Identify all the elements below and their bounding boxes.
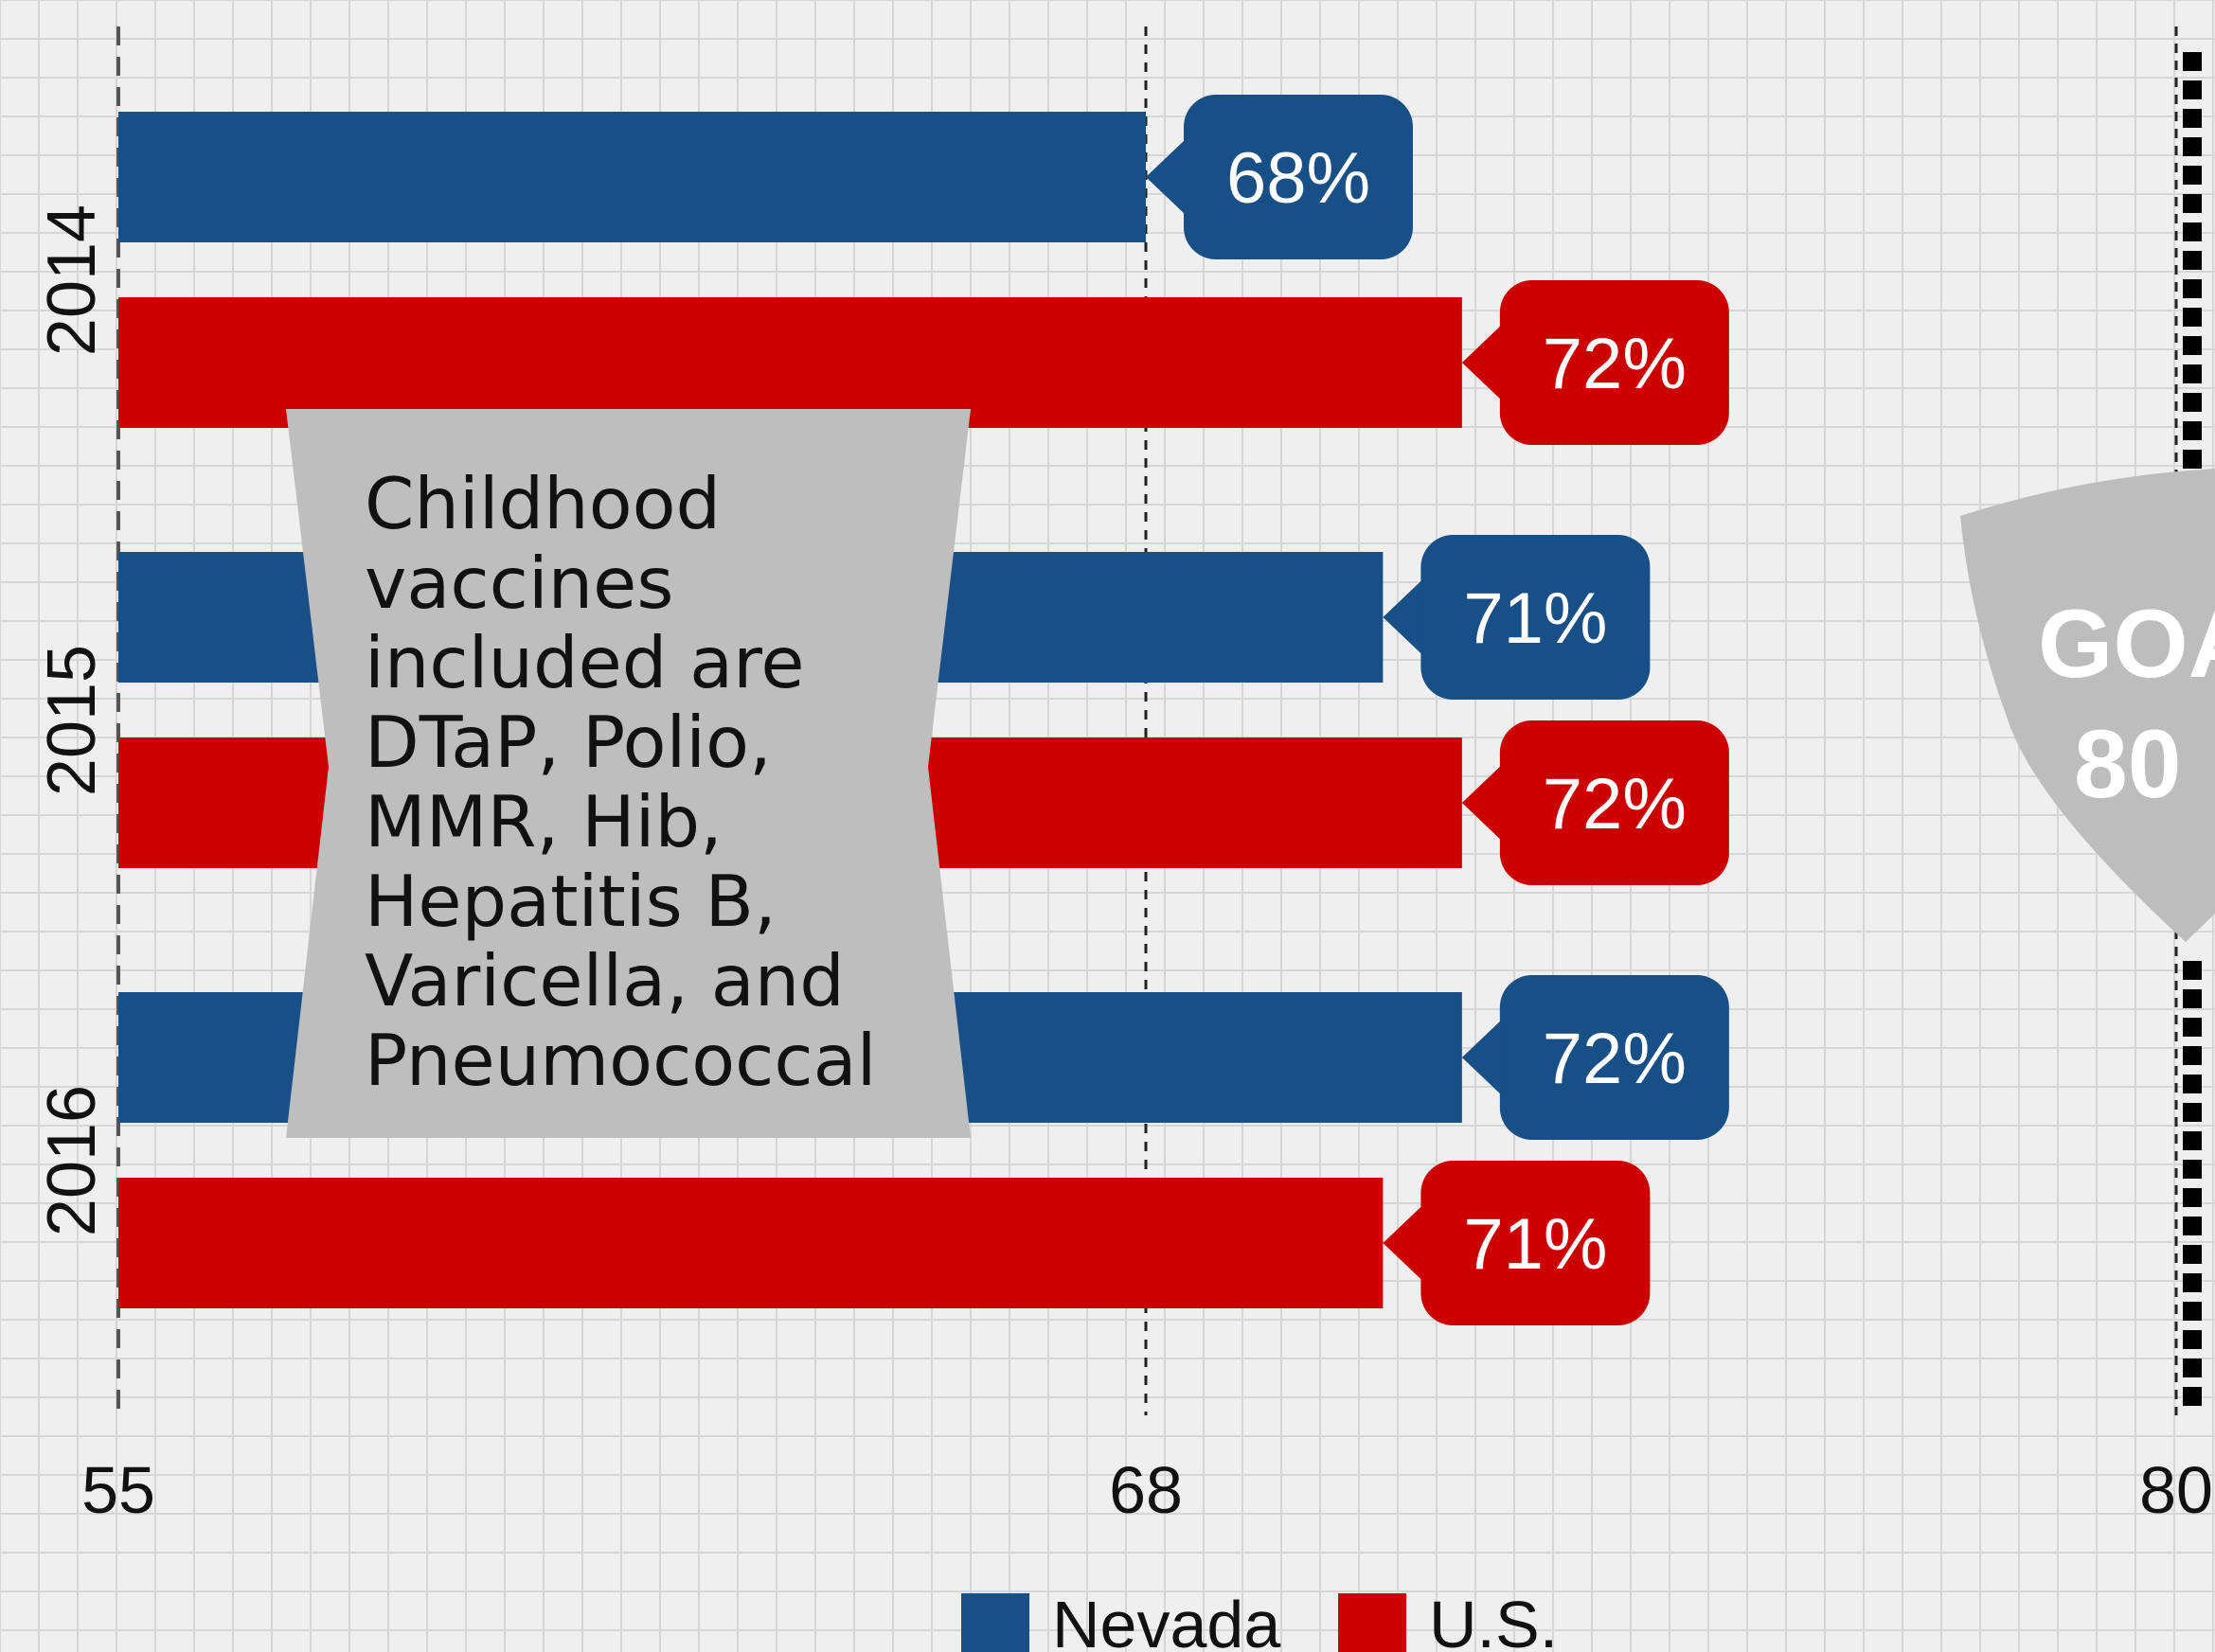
data-label: 71% bbox=[1463, 1204, 1607, 1285]
callout-pointer bbox=[1383, 579, 1423, 655]
goal-marker bbox=[2183, 1330, 2202, 1349]
callout-box bbox=[1499, 280, 1729, 445]
goal-marker bbox=[2183, 989, 2202, 1008]
category-label: 2014 bbox=[34, 204, 110, 356]
tick-label: 80 bbox=[2139, 1453, 2213, 1527]
callout-pointer bbox=[1146, 139, 1186, 215]
callout-box bbox=[1499, 975, 1729, 1140]
callout-pointer bbox=[1461, 325, 1502, 400]
goal-marker bbox=[2183, 1075, 2202, 1093]
goal-marker bbox=[2183, 251, 2202, 270]
goal-marker bbox=[2183, 1217, 2202, 1235]
legend-swatch bbox=[1338, 1593, 1406, 1652]
goal-marker bbox=[2183, 1131, 2202, 1150]
goal-marker bbox=[2183, 166, 2202, 185]
goal-marker bbox=[2183, 1046, 2202, 1065]
data-label: 71% bbox=[1463, 578, 1607, 659]
goal-marker bbox=[2183, 1273, 2202, 1292]
goal-marker bbox=[2183, 52, 2202, 71]
goal-marker bbox=[2183, 364, 2202, 383]
callout-box bbox=[1420, 535, 1651, 700]
goal-marker bbox=[2183, 1359, 2202, 1377]
goal-marker bbox=[2183, 194, 2202, 213]
tick-label: 68 bbox=[1109, 1453, 1183, 1527]
goal-marker bbox=[2183, 1387, 2202, 1406]
callout-pointer bbox=[1461, 1020, 1502, 1095]
legend-label: Nevada bbox=[1052, 1588, 1280, 1652]
category-label: 2016 bbox=[34, 1085, 110, 1236]
callout-box bbox=[1420, 1161, 1651, 1325]
category-label: 2015 bbox=[34, 645, 110, 796]
goal-marker bbox=[2183, 450, 2202, 469]
goal-marker bbox=[2183, 109, 2202, 128]
goal-marker bbox=[2183, 961, 2202, 980]
goal-marker bbox=[2183, 1160, 2202, 1179]
goal-marker bbox=[2183, 1245, 2202, 1264]
bar-nevada-2014 bbox=[118, 112, 1146, 242]
callout-pointer bbox=[1461, 765, 1502, 841]
legend-swatch bbox=[961, 1593, 1029, 1652]
goal-marker bbox=[2183, 137, 2202, 156]
goal-marker bbox=[2183, 421, 2202, 440]
goal-badge-line2: 80 bbox=[2074, 710, 2181, 818]
goal-marker bbox=[2183, 222, 2202, 241]
data-label: 72% bbox=[1543, 764, 1687, 844]
annotation-text: Childhood vaccines included are DTaP, Po… bbox=[365, 462, 877, 1102]
goal-badge bbox=[1960, 469, 2215, 942]
goal-marker bbox=[2183, 80, 2202, 99]
goal-marker bbox=[2183, 1302, 2202, 1321]
callout-box bbox=[1184, 95, 1413, 259]
tick-label: 55 bbox=[81, 1453, 155, 1527]
goal-marker bbox=[2183, 393, 2202, 412]
annotation-box bbox=[286, 409, 971, 1138]
goal-badge-line1: GOA bbox=[2038, 590, 2215, 698]
data-label: 68% bbox=[1226, 138, 1370, 219]
data-label: 72% bbox=[1543, 1019, 1687, 1099]
bar-us-2016 bbox=[118, 1178, 1384, 1308]
goal-marker bbox=[2183, 1188, 2202, 1207]
goal-marker bbox=[2183, 279, 2202, 298]
legend-label: U.S. bbox=[1429, 1588, 1558, 1652]
bar-us-2014 bbox=[118, 297, 1462, 428]
goal-marker bbox=[2183, 1103, 2202, 1122]
goal-marker bbox=[2183, 336, 2202, 355]
goal-marker bbox=[2183, 1018, 2202, 1037]
goal-marker bbox=[2183, 308, 2202, 327]
data-label: 72% bbox=[1543, 324, 1687, 404]
callout-box bbox=[1499, 720, 1729, 885]
callout-pointer bbox=[1383, 1205, 1423, 1281]
